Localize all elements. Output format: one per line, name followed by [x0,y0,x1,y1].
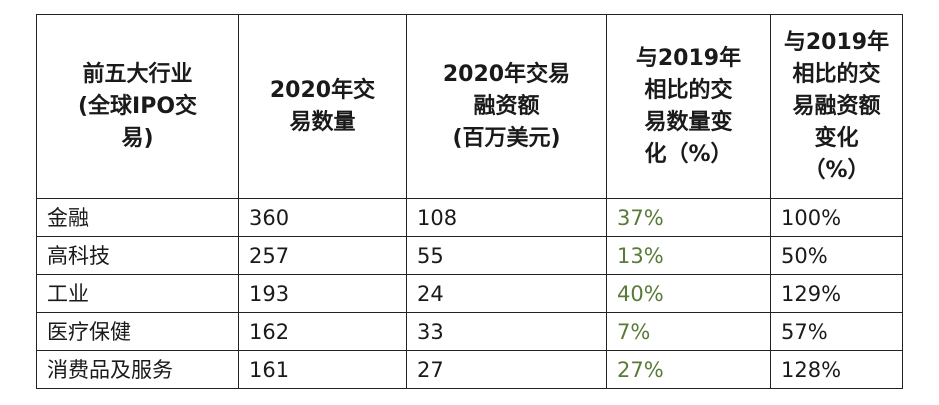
cell-proceeds-change: 128% [770,350,903,389]
cell-proceeds: 27 [406,350,607,389]
header-proceeds-change: 与2019年 相比的交 易融资额 变化 （%） [770,14,903,199]
table-row: 金融 360 108 37% 100% [36,198,903,237]
cell-count-change: 27% [606,350,771,389]
cell-proceeds-change: 57% [770,312,903,351]
ipo-industry-table: 前五大行业 (全球IPO交 易) 2020年交 易数量 2020年交易 融资额 … [36,14,903,389]
header-count-change: 与2019年 相比的交 易数量变 化（%） [606,14,771,199]
header-deal-count-2020: 2020年交 易数量 [238,14,407,199]
cell-proceeds: 33 [406,312,607,351]
cell-industry: 金融 [36,198,239,237]
cell-deal-count: 161 [238,350,407,389]
cell-count-change: 37% [606,198,771,237]
cell-proceeds-change: 100% [770,198,903,237]
cell-industry: 高科技 [36,236,239,275]
header-row: 前五大行业 (全球IPO交 易) 2020年交 易数量 2020年交易 融资额 … [36,14,903,199]
header-industry: 前五大行业 (全球IPO交 易) [36,14,239,199]
table-row: 消费品及服务 161 27 27% 128% [36,350,903,389]
cell-deal-count: 162 [238,312,407,351]
cell-proceeds: 108 [406,198,607,237]
table-row: 工业 193 24 40% 129% [36,274,903,313]
cell-count-change: 7% [606,312,771,351]
table-row: 医疗保健 162 33 7% 57% [36,312,903,351]
cell-industry: 消费品及服务 [36,350,239,389]
cell-deal-count: 360 [238,198,407,237]
cell-proceeds-change: 129% [770,274,903,313]
cell-count-change: 13% [606,236,771,275]
table-header: 前五大行业 (全球IPO交 易) 2020年交 易数量 2020年交易 融资额 … [36,14,903,199]
cell-industry: 工业 [36,274,239,313]
cell-proceeds: 55 [406,236,607,275]
cell-proceeds-change: 50% [770,236,903,275]
cell-proceeds: 24 [406,274,607,313]
cell-deal-count: 257 [238,236,407,275]
cell-industry: 医疗保健 [36,312,239,351]
table-body: 金融 360 108 37% 100% 高科技 257 55 13% 50% 工… [36,198,903,389]
table-row: 高科技 257 55 13% 50% [36,236,903,275]
cell-deal-count: 193 [238,274,407,313]
header-proceeds-2020: 2020年交易 融资额 (百万美元) [406,14,607,199]
cell-count-change: 40% [606,274,771,313]
